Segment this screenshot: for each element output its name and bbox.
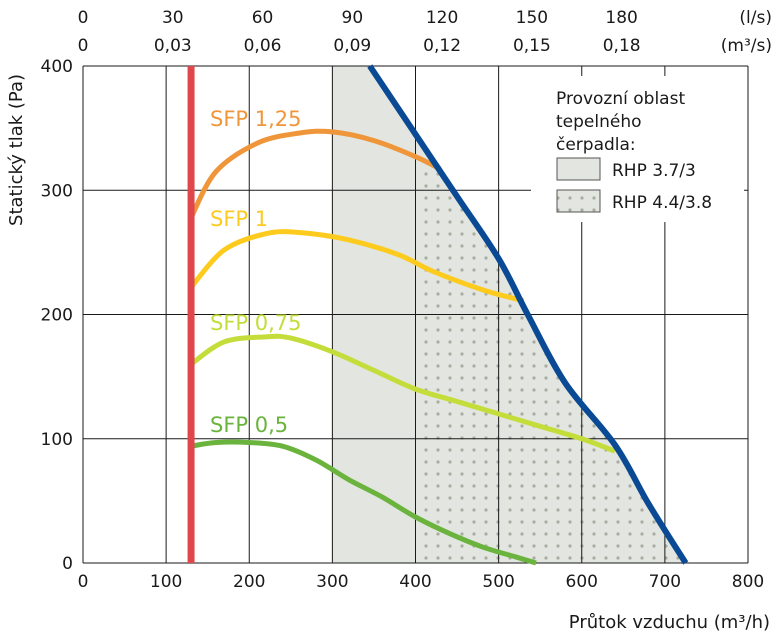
region-rhp-4-4-3-8 <box>415 134 686 564</box>
series-line-sfp-0-5 <box>190 439 537 566</box>
legend-swatch-rhp-3-7-3 <box>556 157 601 181</box>
top-axis-ls-unit: (l/s) <box>739 8 772 28</box>
top-m3s-tick-label-3: 0,09 <box>333 36 371 56</box>
top-m3s-tick-label-6: 0,18 <box>603 36 641 56</box>
top-m3s-tick-label-1: 0,03 <box>154 36 192 56</box>
top-ls-tick-label-180: 180 <box>605 8 637 28</box>
legend-swatch-rhp-4-4-3-8 <box>556 189 601 213</box>
y-tick-label-200: 200 <box>41 306 73 326</box>
legend-item-rhp-3-7-3: RHP 3.7/3 <box>612 161 696 181</box>
series-labels: SFP 1,25 SFP 1 SFP 0,75 SFP 0,5 <box>210 107 302 437</box>
top-ls-tick-label-150: 150 <box>516 8 548 28</box>
x-tick-label-500: 500 <box>482 572 514 592</box>
y-axis-title: Statický tlak (Pa) <box>6 74 27 226</box>
x-tick-label-300: 300 <box>316 572 348 592</box>
x-axis-title: Průtok vzduchu (m³/h) <box>569 612 770 633</box>
x-tick-label-0: 0 <box>78 572 89 592</box>
top-ls-tick-label-60: 60 <box>252 8 274 28</box>
x-tick-label-100: 100 <box>150 572 182 592</box>
series-label-sfp-1-25: SFP 1,25 <box>210 107 302 131</box>
legend-title-line-2: tepelného <box>556 112 642 132</box>
y-tick-label-400: 400 <box>41 57 73 77</box>
top-m3s-tick-label-2: 0,06 <box>244 36 282 56</box>
top-m3s-tick-label-0: 0 <box>78 36 89 56</box>
y-tick-label-300: 300 <box>41 181 73 201</box>
top-m3s-tick-label-4: 0,12 <box>423 36 461 56</box>
legend-item-rhp-4-4-3-8: RHP 4.4/3.8 <box>612 193 712 213</box>
x-tick-label-600: 600 <box>566 572 598 592</box>
legend-title-line-1: Provozní oblast <box>556 89 685 109</box>
x-tick-label-700: 700 <box>649 572 681 592</box>
y-tick-label-100: 100 <box>41 430 73 450</box>
max-performance-curve <box>367 64 689 565</box>
x-tick-label-400: 400 <box>399 572 431 592</box>
x-tick-label-200: 200 <box>233 572 265 592</box>
series-label-sfp-1: SFP 1 <box>210 207 268 231</box>
series-label-sfp-0-75: SFP 0,75 <box>210 311 302 335</box>
series-line-sfp-1-25 <box>188 128 442 219</box>
top-m3s-tick-label-5: 0,15 <box>513 36 551 56</box>
top-ls-tick-label-90: 90 <box>342 8 364 28</box>
top-ls-tick-label-0: 0 <box>78 8 89 28</box>
legend-title-line-3: čerpadla: <box>556 135 636 155</box>
series-line-sfp-0-75 <box>189 333 616 454</box>
series-lines <box>187 64 689 566</box>
legend: Provozní oblast tepelného čerpadla: RHP … <box>531 76 744 222</box>
series-label-sfp-0-5: SFP 0,5 <box>210 413 288 437</box>
x-tick-label-800: 800 <box>732 572 764 592</box>
top-ls-tick-label-120: 120 <box>426 8 458 28</box>
y-tick-label-0: 0 <box>62 554 73 574</box>
series-line-sfp-1 <box>189 229 525 304</box>
top-ls-tick-label-30: 30 <box>162 8 184 28</box>
top-axis-m3s-unit: (m³/s) <box>721 36 772 56</box>
